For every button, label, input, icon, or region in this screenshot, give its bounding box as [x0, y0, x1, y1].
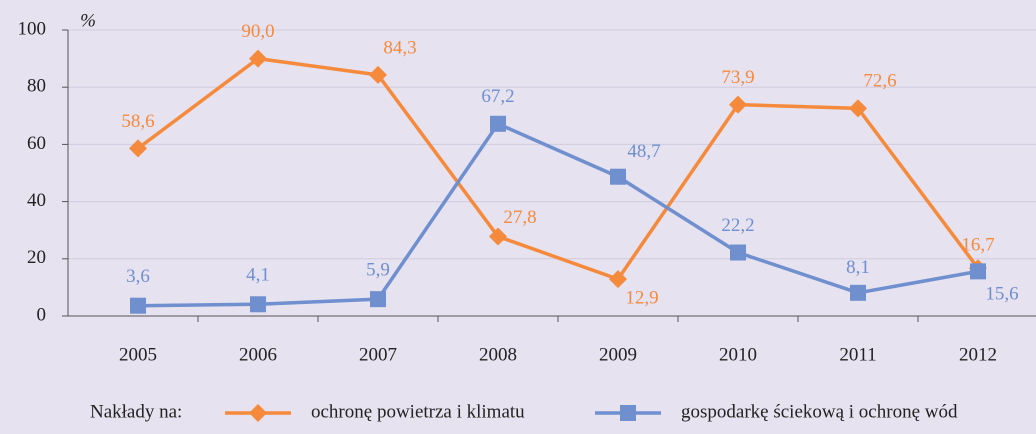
x-tick-label: 2012	[959, 344, 997, 365]
marker	[370, 291, 386, 308]
value-label: 22,2	[721, 215, 754, 236]
x-tick-label: 2007	[359, 344, 397, 365]
marker	[610, 168, 626, 185]
value-label: 5,9	[366, 259, 390, 280]
value-label: 8,1	[846, 257, 870, 278]
x-tick-label: 2008	[479, 344, 517, 365]
value-label: 12,9	[625, 287, 658, 308]
marker	[129, 139, 147, 158]
y-axis-label: %	[80, 10, 96, 31]
marker	[490, 115, 506, 132]
x-tick-label: 2005	[119, 344, 157, 365]
series-line	[137, 121, 979, 308]
marker	[729, 95, 747, 114]
y-tick-label: 80	[27, 76, 46, 97]
series-line	[136, 56, 980, 282]
legend-title: Nakłady na:	[90, 401, 182, 422]
value-label: 4,1	[246, 265, 270, 286]
marker	[970, 263, 986, 280]
legend-label: ochronę powietrza i klimatu	[311, 401, 525, 422]
x-tick-label: 2010	[719, 344, 757, 365]
value-label: 90,0	[241, 21, 274, 42]
value-label: 73,9	[721, 67, 754, 88]
marker	[730, 244, 746, 261]
value-label: 84,3	[383, 37, 416, 58]
marker	[850, 284, 866, 301]
value-label: 67,2	[481, 86, 514, 107]
y-tick-label: 20	[27, 247, 46, 268]
x-tick-label: 2006	[239, 344, 277, 365]
value-label: 48,7	[627, 141, 660, 162]
y-tick-label: 0	[37, 304, 47, 325]
y-tick-label: 40	[27, 190, 46, 211]
marker	[489, 227, 507, 246]
value-label: 16,7	[961, 235, 994, 256]
marker	[249, 49, 267, 68]
marker	[849, 99, 867, 118]
y-tick-label: 100	[18, 18, 47, 39]
y-tick-label: 60	[27, 133, 46, 154]
marker	[130, 297, 146, 314]
value-label: 15,6	[985, 284, 1018, 305]
marker	[609, 270, 627, 289]
value-label: 27,8	[503, 207, 536, 228]
value-label: 72,6	[863, 71, 896, 92]
legend-label: gospodarkę ściekową i ochronę wód	[681, 401, 958, 422]
marker	[369, 65, 387, 84]
x-tick-label: 2011	[839, 344, 876, 365]
marker	[249, 404, 267, 422]
marker	[250, 296, 266, 313]
value-label: 3,6	[126, 266, 150, 287]
value-label: 58,6	[121, 111, 154, 132]
marker	[620, 405, 636, 421]
x-tick-label: 2009	[599, 344, 637, 365]
